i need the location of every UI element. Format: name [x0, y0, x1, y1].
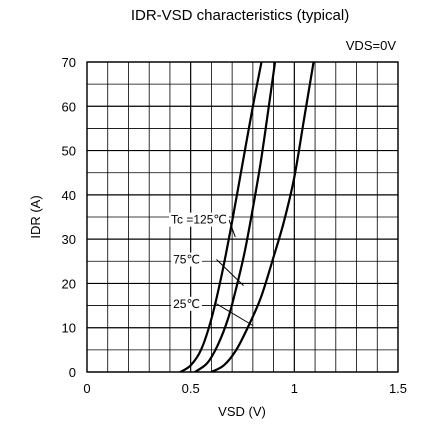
curve-tc-125c	[179, 62, 263, 372]
x-tick-label: 0	[83, 381, 90, 396]
y-tick-label: 40	[62, 188, 76, 203]
y-axis-label: IDR (A)	[28, 195, 43, 238]
series-labels: Tc =125℃ 75℃ 25℃	[169, 212, 254, 326]
condition-annotation: VDS=0V	[346, 38, 397, 53]
y-tick-label: 70	[62, 55, 76, 70]
y-tick-label: 10	[62, 321, 76, 336]
series-label: 25℃	[173, 297, 200, 311]
series-label-background	[171, 296, 202, 311]
curve-25c	[210, 62, 315, 372]
minor-gridlines	[87, 62, 398, 372]
series-label: Tc =125℃	[171, 213, 227, 227]
series-label-background	[171, 252, 202, 267]
plot-frame	[86, 61, 399, 373]
x-tick-label: 0.5	[182, 381, 200, 396]
y-tick-label: 0	[69, 365, 76, 380]
y-tick-label: 60	[62, 99, 76, 114]
series-label-leader	[216, 259, 244, 287]
series-label-background	[169, 212, 229, 227]
y-tick-label: 20	[62, 276, 76, 291]
tick-labels: 0 0.5 1 1.5 0 10 20 30 40 50 60 70	[62, 55, 408, 396]
chart-title: IDR-VSD characteristics (typical)	[131, 7, 349, 24]
y-tick-label: 30	[62, 232, 76, 247]
series-layer	[179, 62, 315, 372]
curve-75c	[193, 62, 277, 372]
x-axis-label: VSD (V)	[218, 404, 266, 419]
x-tick-label: 1	[291, 381, 298, 396]
y-tick-label: 50	[62, 144, 76, 159]
series-label-leader	[216, 303, 254, 326]
series-label-leader	[228, 219, 236, 238]
series-label: 75℃	[173, 253, 200, 267]
x-tick-label: 1.5	[389, 381, 407, 396]
